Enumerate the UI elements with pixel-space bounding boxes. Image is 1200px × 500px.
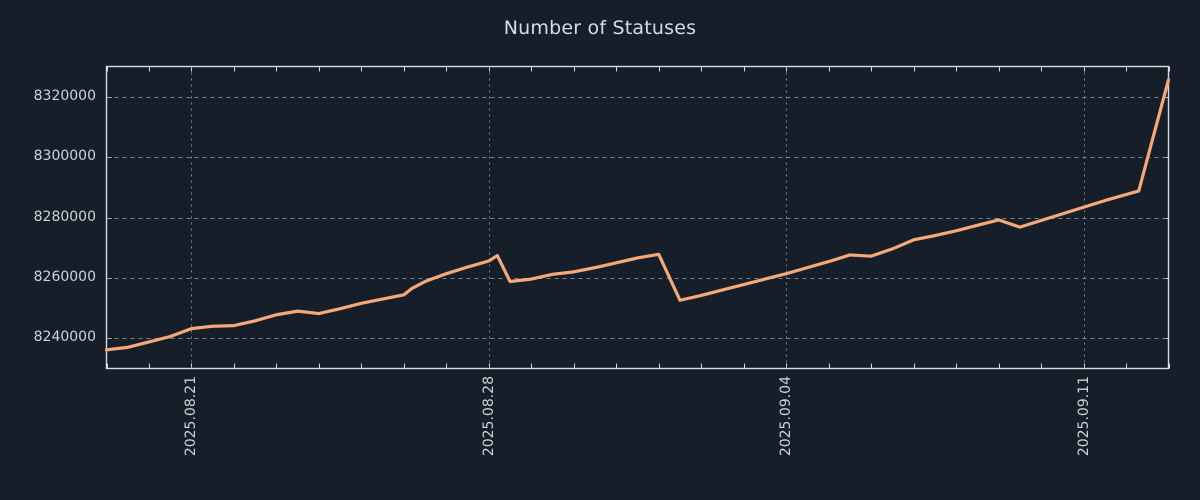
x-axis-tick-value: 2025.08.28 xyxy=(480,376,497,457)
plot-frame xyxy=(105,65,1170,370)
series-line-number-of-statuses xyxy=(104,78,1171,352)
chart-title: Number of Statuses xyxy=(503,17,697,39)
y-axis-tick-value: 8240000 xyxy=(33,329,96,346)
y-axis-tick-value: 8320000 xyxy=(33,87,96,104)
y-axis-tick-label: 8300000 xyxy=(0,148,96,166)
y-axis-tick-value: 8300000 xyxy=(33,148,96,165)
x-axis-tick-value: 2025.08.21 xyxy=(183,376,200,457)
y-axis-tick-label: 8280000 xyxy=(0,209,96,227)
y-axis-tick-label: 8260000 xyxy=(0,269,96,287)
y-axis-tick-label: 8240000 xyxy=(0,329,96,347)
x-minor-ticks xyxy=(107,66,1170,369)
y-axis-tick-value: 8280000 xyxy=(33,208,96,225)
x-axis-tick-label: 2025.08.28 xyxy=(479,376,499,486)
x-axis-tick-value: 2025.09.04 xyxy=(778,376,795,457)
y-axis-tick-label: 8320000 xyxy=(0,88,96,106)
x-axis-tick-label: 2025.09.11 xyxy=(1074,376,1094,486)
x-gridlines xyxy=(191,66,1085,369)
y-axis-tick-value: 8260000 xyxy=(33,268,96,285)
y-gridlines xyxy=(106,97,1169,339)
x-axis-tick-label: 2025.09.04 xyxy=(776,376,796,486)
x-axis-tick-value: 2025.09.11 xyxy=(1075,376,1092,457)
x-axis-tick-label: 2025.08.21 xyxy=(181,376,201,486)
